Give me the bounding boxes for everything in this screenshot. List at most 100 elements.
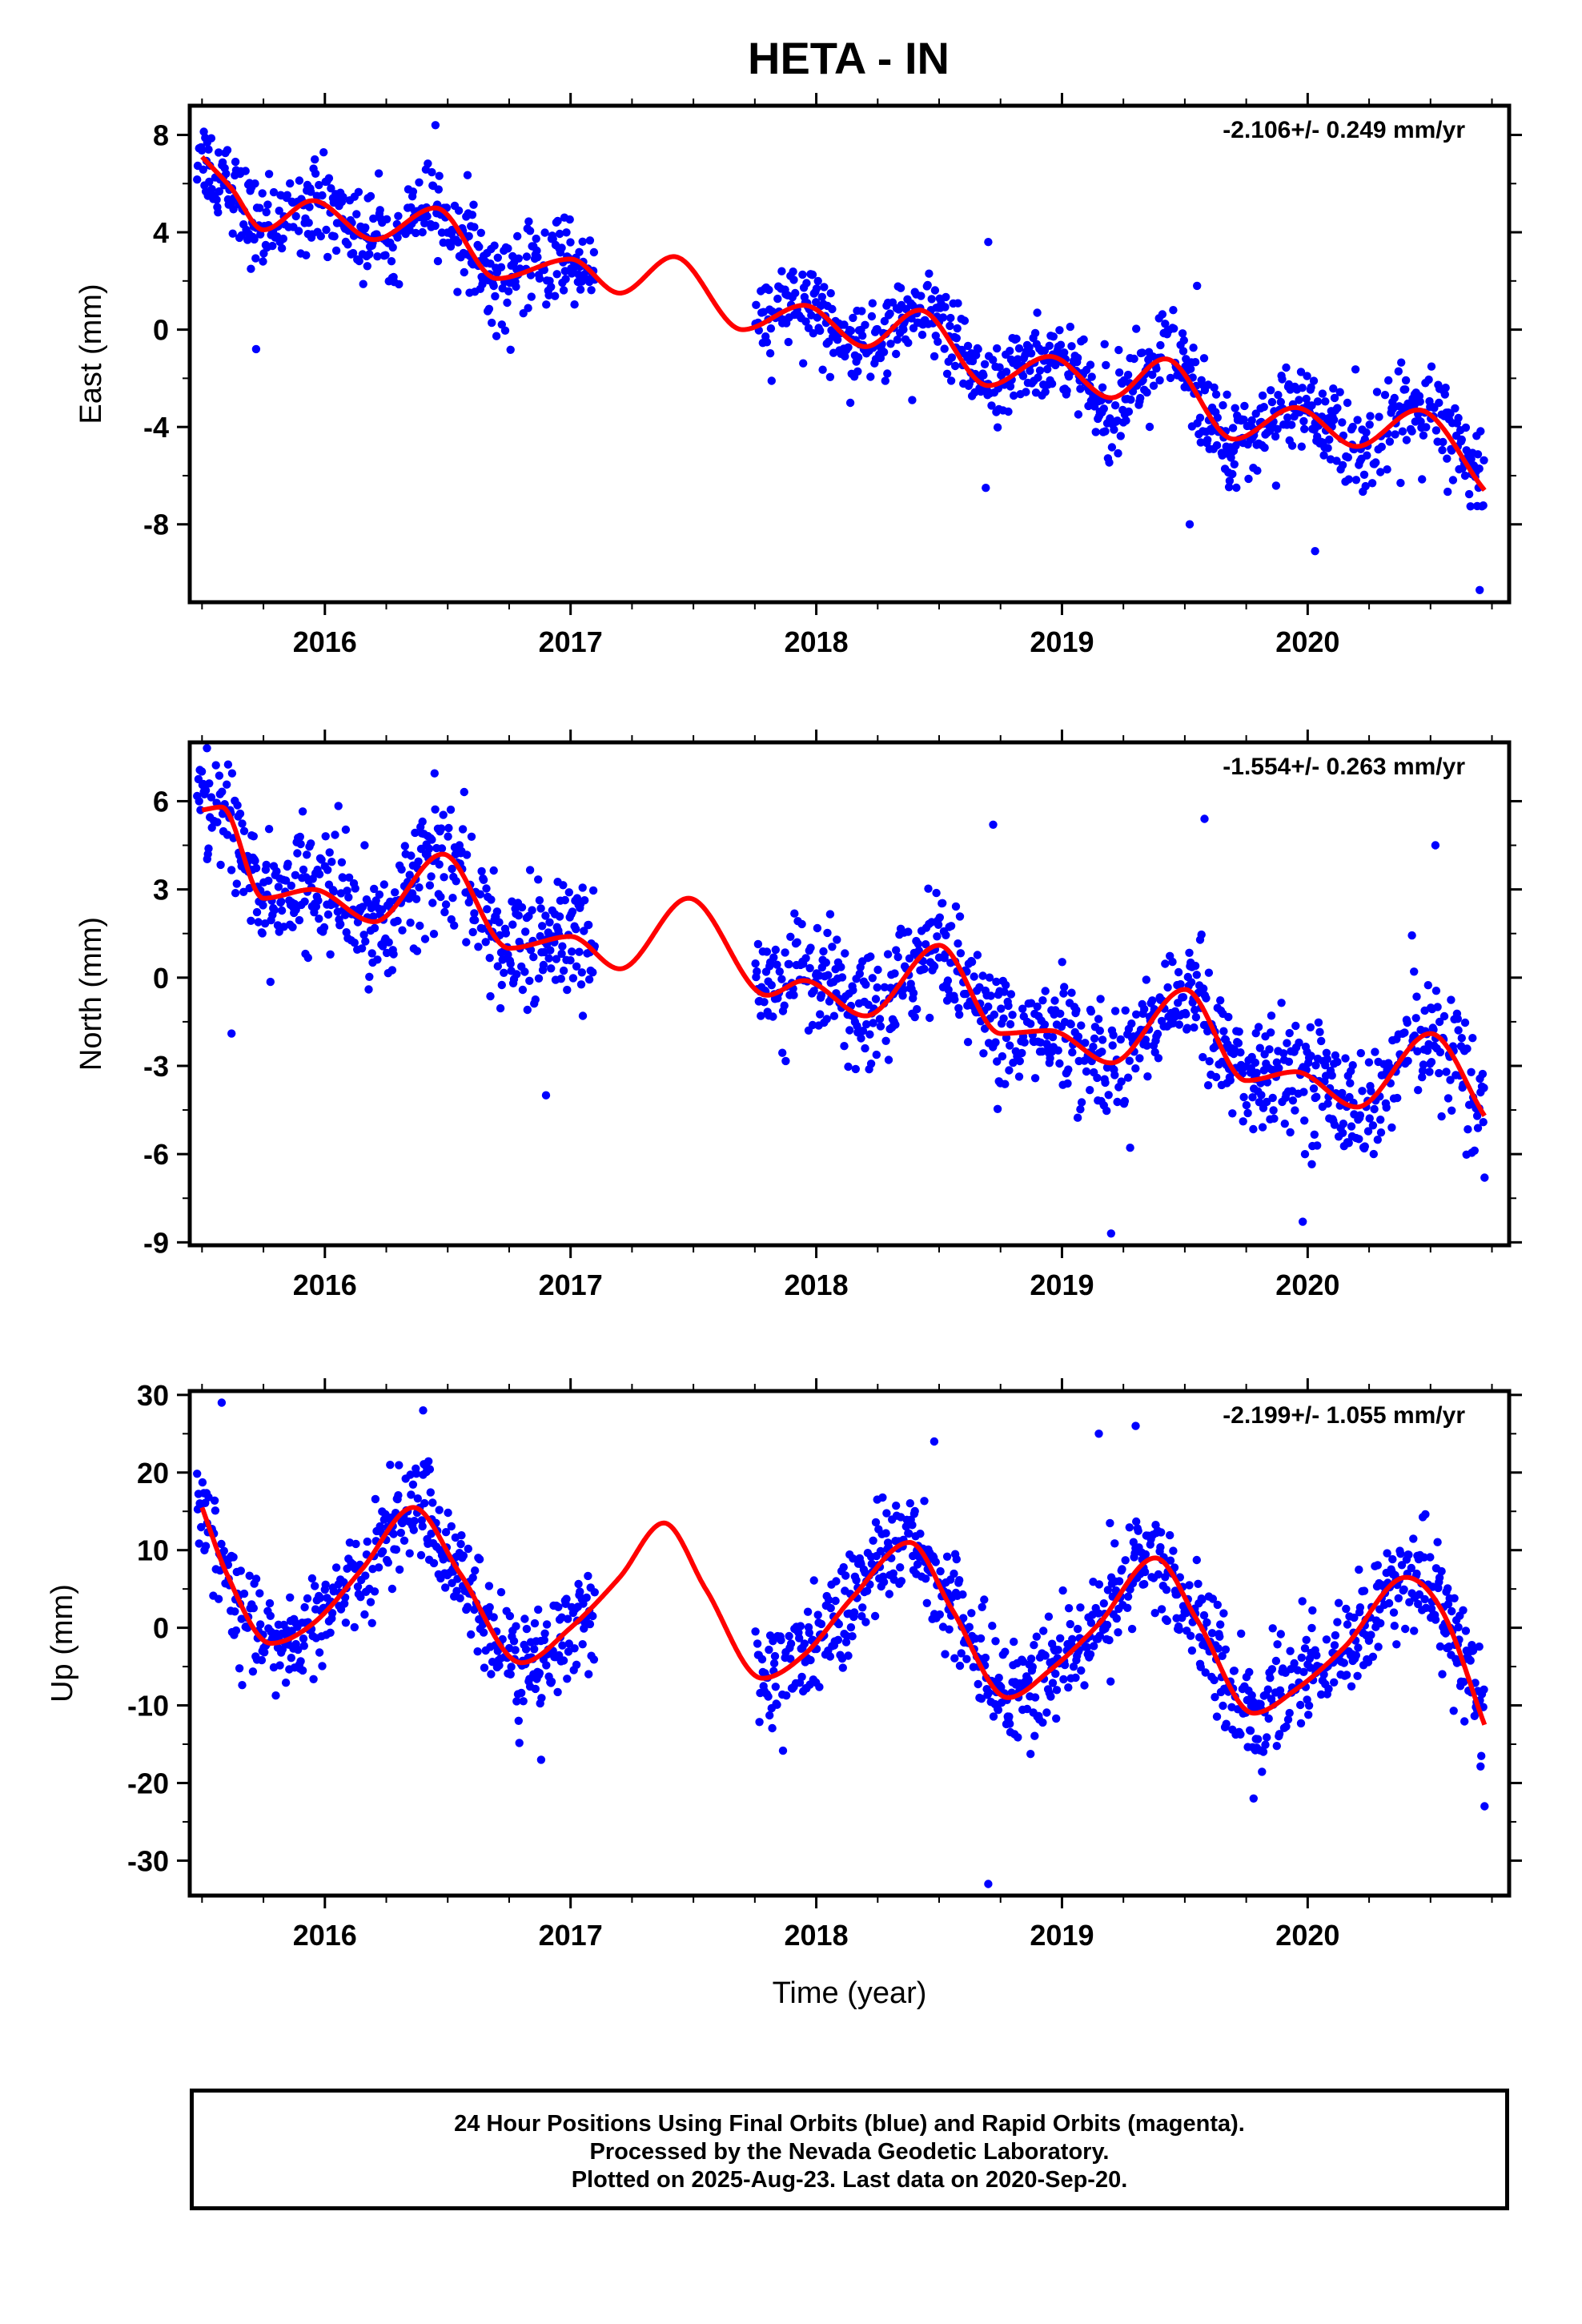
north-point (195, 797, 203, 806)
north-point (1259, 1104, 1268, 1112)
north-point (584, 920, 593, 930)
north-point (474, 943, 483, 951)
east-point (363, 262, 371, 271)
north-point (1365, 1114, 1374, 1123)
east-point (946, 376, 956, 385)
north-outlier-point (227, 1029, 236, 1038)
north-point (264, 876, 273, 886)
north-point (1473, 1124, 1483, 1132)
up-point (1397, 1561, 1407, 1570)
east-point (585, 236, 595, 245)
north-point (379, 880, 388, 889)
up-point (1218, 1651, 1227, 1660)
up-point (1094, 1580, 1104, 1589)
east-point (324, 174, 334, 183)
up-point (201, 1542, 211, 1550)
east-point (993, 423, 1002, 432)
north-point (506, 959, 515, 968)
north-point (775, 967, 784, 976)
north-point (400, 842, 409, 850)
up-point (751, 1627, 760, 1636)
north-point (1446, 1076, 1455, 1084)
up-point (757, 1655, 767, 1664)
up-point (955, 1661, 965, 1671)
up-point (271, 1691, 280, 1700)
north-point (891, 1020, 900, 1029)
north-point (1163, 983, 1172, 992)
north-x-tick-label: 2019 (1030, 1269, 1094, 1301)
up-point (251, 1574, 261, 1583)
east-point (1466, 502, 1475, 511)
up-point (1450, 1594, 1459, 1603)
up-point (1267, 1665, 1277, 1674)
north-point (460, 787, 468, 797)
north-point (1235, 1027, 1243, 1036)
east-point (355, 256, 363, 266)
up-point (231, 1626, 241, 1635)
up-point (531, 1684, 540, 1694)
up-point (769, 1659, 779, 1668)
north-point (555, 912, 564, 921)
north-point (321, 832, 330, 841)
up-point (1351, 1651, 1361, 1660)
up-point (287, 1654, 295, 1663)
up-point (1286, 1647, 1295, 1655)
up-point (1076, 1603, 1085, 1612)
north-point (1277, 999, 1286, 1007)
north-point (441, 900, 451, 909)
up-point (420, 1498, 429, 1508)
north-point (218, 787, 227, 796)
east-point (373, 252, 382, 261)
east-point (576, 285, 585, 294)
north-point (1403, 1056, 1412, 1066)
east-point (339, 192, 347, 202)
north-point (340, 911, 350, 919)
north-point (815, 1010, 825, 1019)
up-point (1201, 1668, 1210, 1677)
north-point (970, 972, 978, 981)
up-point (1140, 1567, 1150, 1577)
up-point (1059, 1675, 1068, 1684)
up-point (1051, 1669, 1060, 1679)
north-point (845, 1026, 854, 1035)
east-point (1114, 448, 1122, 458)
east-point (1365, 420, 1374, 429)
north-point (1370, 1104, 1379, 1114)
east-point (275, 207, 283, 215)
east-point (393, 233, 402, 242)
up-point (1006, 1719, 1014, 1728)
north-point (1093, 1073, 1102, 1083)
east-point (468, 211, 477, 219)
up-point (1245, 1667, 1254, 1677)
up-point (1121, 1556, 1130, 1565)
north-point (350, 939, 359, 947)
up-point (879, 1578, 889, 1586)
east-point (1377, 442, 1387, 452)
up-point (311, 1582, 319, 1590)
up-point (197, 1522, 206, 1532)
east-point (205, 177, 214, 187)
up-point (321, 1580, 330, 1590)
north-point (1120, 1096, 1130, 1106)
east-point (1006, 382, 1015, 391)
east-point (1231, 404, 1239, 412)
up-point (1299, 1667, 1308, 1676)
north-point (365, 972, 374, 982)
up-y-axis-label: Up (mm) (46, 1584, 79, 1703)
north-point (431, 805, 440, 814)
up-point (857, 1612, 866, 1621)
north-point (1203, 1081, 1213, 1090)
up-point (564, 1639, 573, 1648)
east-model-fit-line (200, 155, 1487, 493)
east-point (1211, 390, 1221, 399)
east-point (331, 246, 341, 255)
east-outlier-point (982, 484, 990, 493)
north-point (1056, 1009, 1065, 1019)
up-point (803, 1607, 813, 1616)
east-point (1107, 443, 1117, 452)
north-point (1182, 1023, 1192, 1032)
up-point (395, 1461, 404, 1470)
up-point (1264, 1714, 1273, 1723)
north-point (871, 995, 881, 1003)
up-x-tick-label: 2017 (539, 1919, 603, 1952)
